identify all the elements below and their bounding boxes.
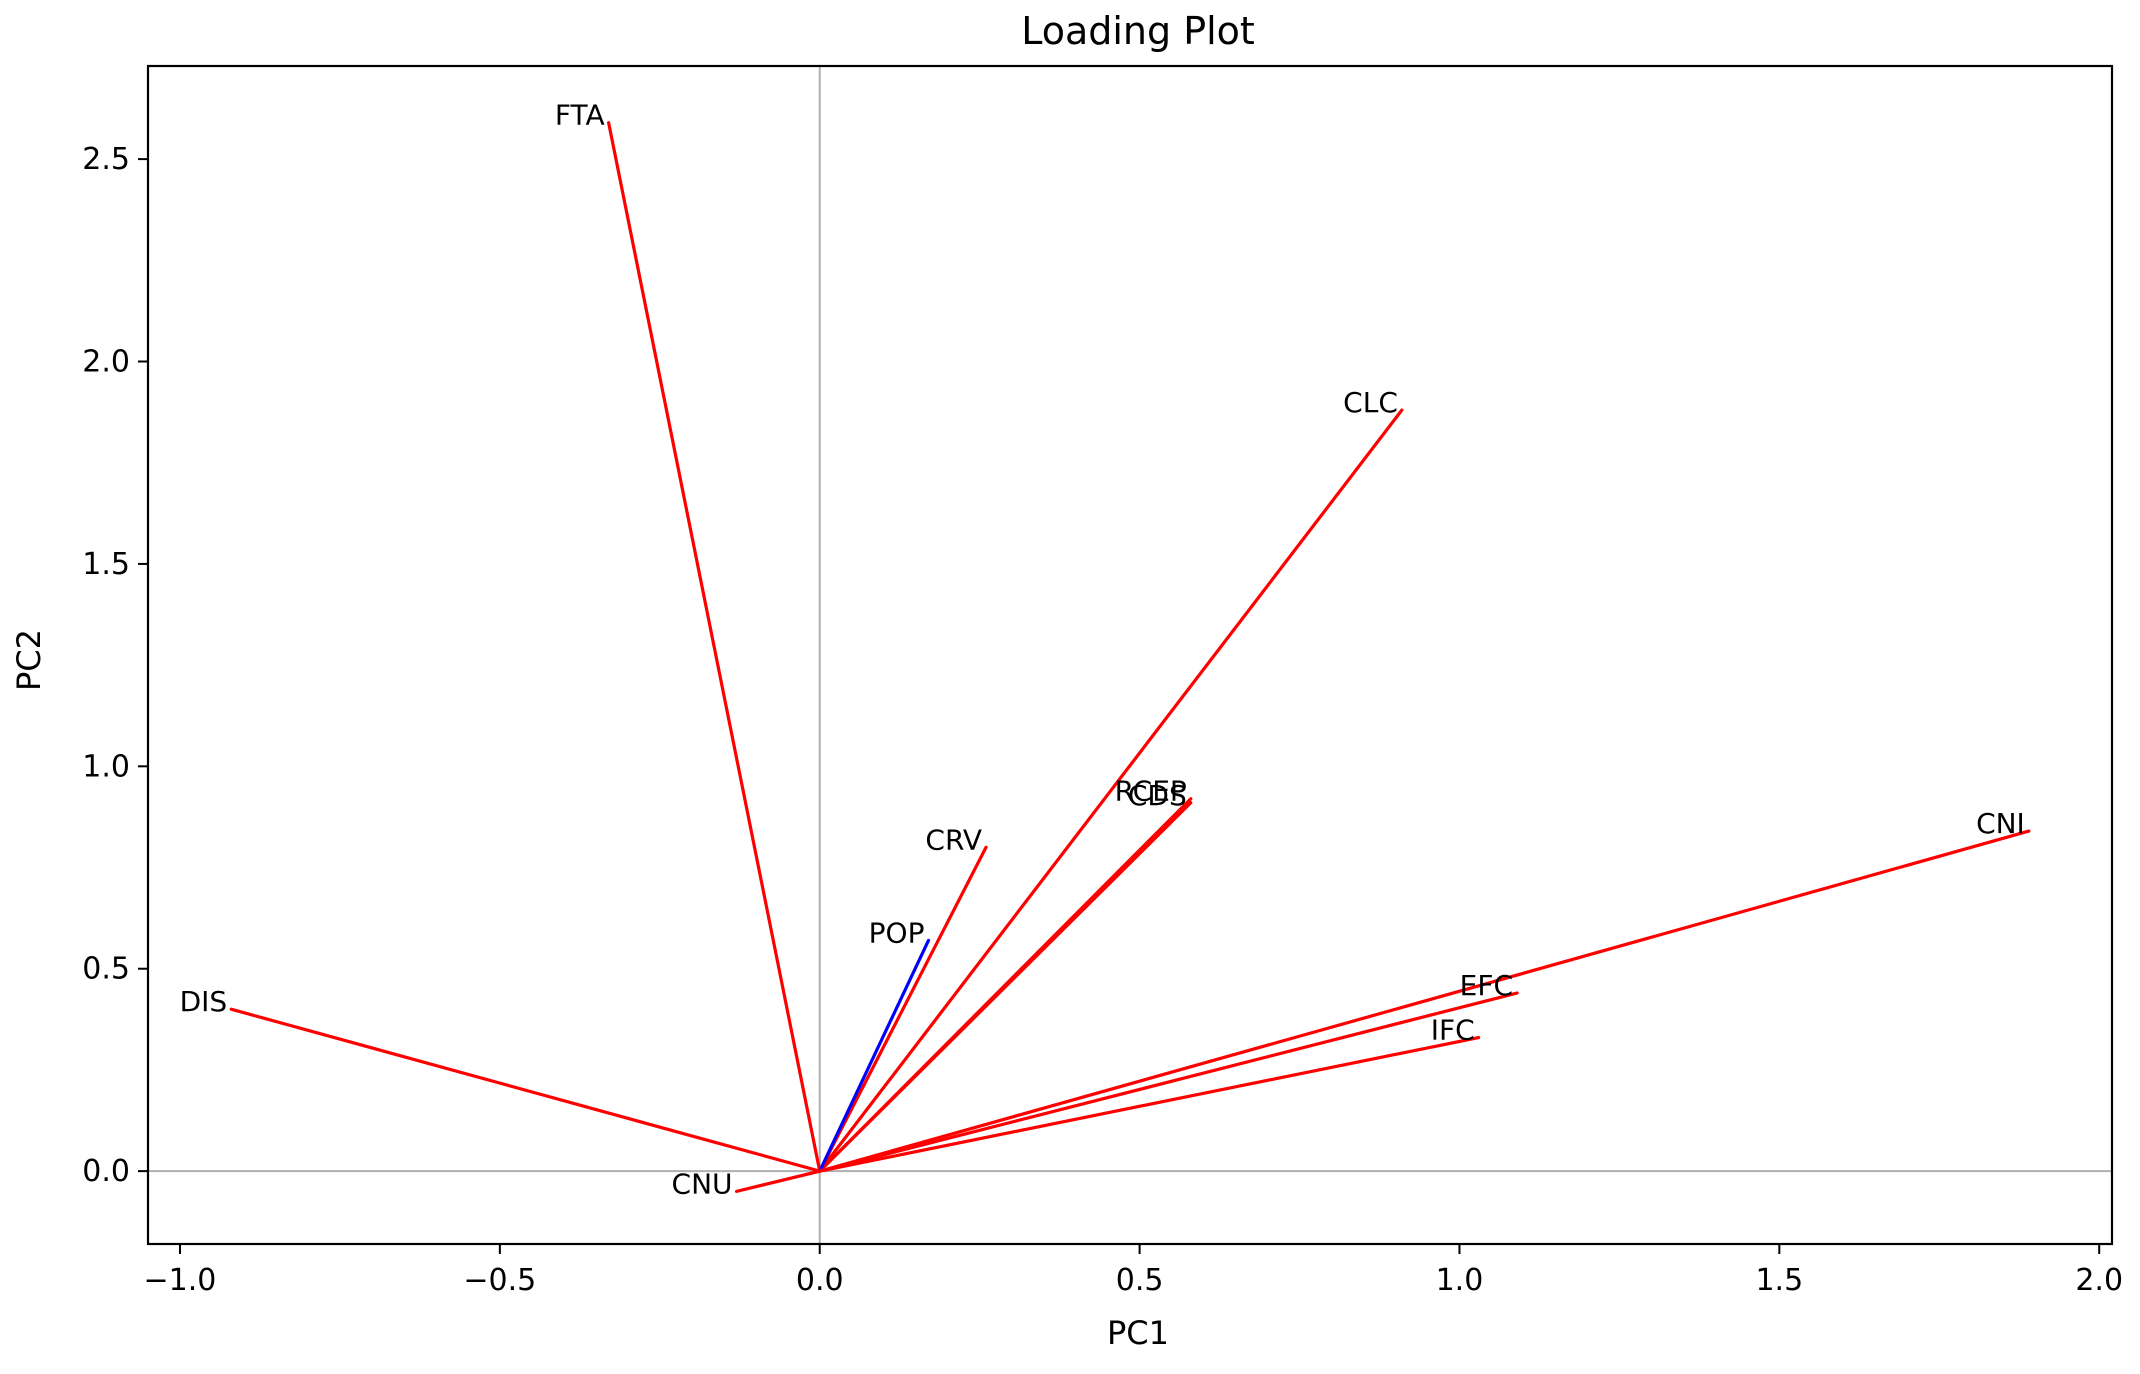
y-tick-label: 2.0: [82, 345, 130, 380]
plot-area: −1.0 −0.5 0.0 0.5 1.0 1.5 2.0 0.0 0.5 1.0 1.5 2.0 2.…: [82, 64, 2123, 1298]
vector-label-cds: CDS: [1128, 779, 1187, 812]
vector-label-fta: FTA: [555, 99, 605, 132]
x-tick-label: −1.0: [144, 1263, 217, 1298]
loading-vector-clc: [818, 408, 1404, 1173]
y-axis-label: PC2: [10, 629, 48, 691]
vector-label-clc: CLC: [1343, 386, 1398, 419]
y-tick-label: 2.5: [82, 142, 130, 177]
chart-title: Loading Plot: [1021, 9, 1255, 53]
plot-frame: [146, 64, 2114, 1246]
y-tick-label: 0.0: [82, 1154, 130, 1189]
y-tick-label: 0.5: [82, 952, 130, 987]
loading-vector-pop: [818, 938, 931, 1173]
vector-label-pop: POP: [869, 916, 925, 949]
vector-label-cnu: CNU: [672, 1167, 733, 1200]
loading-vector-cni: [818, 829, 2031, 1173]
x-tick-label: 1.5: [1755, 1263, 1803, 1298]
loading-vector-crv: [818, 845, 988, 1173]
y-tick-label: 1.5: [82, 547, 130, 582]
x-tick-label: 0.0: [796, 1263, 844, 1298]
x-tick-label: −0.5: [463, 1263, 536, 1298]
loading-vector-cnu: [734, 1169, 822, 1193]
loading-vector-fta: [607, 121, 822, 1173]
y-tick-label: 1.0: [82, 749, 130, 784]
vector-label-ifc: IFC: [1431, 1014, 1475, 1047]
vector-label-crv: CRV: [925, 823, 982, 856]
loading-vector-efc: [818, 991, 1519, 1173]
loading-vector-cds: [818, 801, 1193, 1173]
x-tick-label: 1.0: [1436, 1263, 1484, 1298]
loading-vector-ifc: [818, 1035, 1481, 1173]
x-tick-label: 0.5: [1116, 1263, 1164, 1298]
loading-vector-dis: [229, 1007, 822, 1173]
x-axis-label: PC1: [1107, 1314, 1169, 1352]
vector-label-efc: EFC: [1460, 969, 1513, 1002]
vector-label-rcep: RCEP: [1115, 775, 1187, 808]
x-tick-label: 2.0: [2075, 1263, 2123, 1298]
vector-label-cni: CNI: [1976, 807, 2025, 840]
vector-label-dis: DIS: [180, 985, 228, 1018]
